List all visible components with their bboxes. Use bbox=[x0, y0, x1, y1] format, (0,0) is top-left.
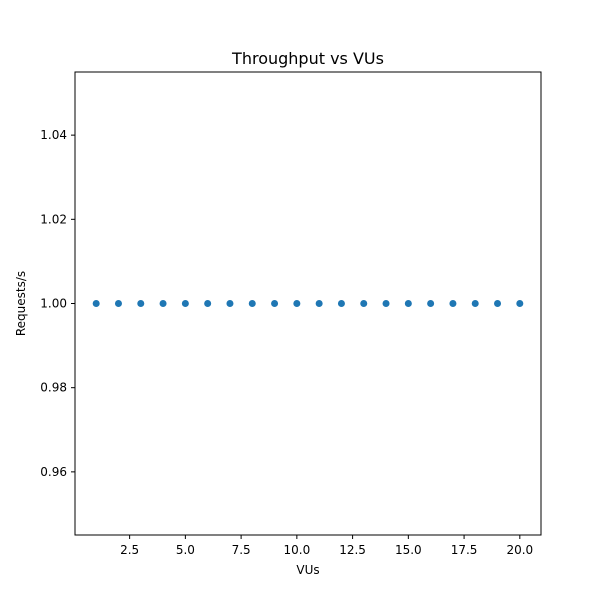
data-point bbox=[337, 300, 345, 307]
data-points bbox=[92, 300, 524, 307]
x-tick-label: 10.0 bbox=[283, 543, 310, 557]
data-point bbox=[494, 300, 502, 307]
x-tick-label: 2.5 bbox=[120, 543, 139, 557]
x-tick-label: 5.0 bbox=[176, 543, 195, 557]
data-point bbox=[226, 300, 234, 307]
data-point bbox=[360, 300, 368, 307]
data-point bbox=[449, 300, 457, 307]
x-tick-label: 7.5 bbox=[232, 543, 251, 557]
chart-title: Throughput vs VUs bbox=[231, 49, 384, 68]
data-point bbox=[293, 300, 301, 307]
data-point bbox=[159, 300, 167, 307]
x-tick-label: 20.0 bbox=[506, 543, 533, 557]
plot-area bbox=[74, 71, 542, 536]
data-point bbox=[181, 300, 189, 307]
data-point bbox=[271, 300, 279, 307]
x-axis-ticks: 2.5 5.0 7.5 10.0 12.5 15.0 17.5 20.0 bbox=[120, 535, 533, 557]
x-axis-label: VUs bbox=[296, 563, 319, 577]
data-point bbox=[471, 300, 479, 307]
data-point bbox=[516, 300, 524, 307]
data-point bbox=[114, 300, 122, 307]
data-point bbox=[404, 300, 412, 307]
data-point bbox=[427, 300, 435, 307]
y-axis-ticks: 0.96 0.98 1.00 1.02 1.04 bbox=[40, 128, 75, 479]
y-tick-label: 1.00 bbox=[40, 297, 67, 311]
data-point bbox=[204, 300, 212, 307]
x-tick-label: 12.5 bbox=[339, 543, 366, 557]
data-point bbox=[92, 300, 100, 307]
y-tick-label: 0.96 bbox=[40, 465, 67, 479]
data-point bbox=[248, 300, 256, 307]
y-axis-label: Requests/s bbox=[14, 271, 28, 336]
y-tick-label: 1.04 bbox=[40, 128, 67, 142]
y-tick-label: 1.02 bbox=[40, 212, 67, 226]
data-point bbox=[315, 300, 323, 307]
data-point bbox=[137, 300, 145, 307]
data-point bbox=[382, 300, 390, 307]
x-tick-label: 17.5 bbox=[451, 543, 478, 557]
x-tick-label: 15.0 bbox=[395, 543, 422, 557]
y-tick-label: 0.98 bbox=[40, 381, 67, 395]
